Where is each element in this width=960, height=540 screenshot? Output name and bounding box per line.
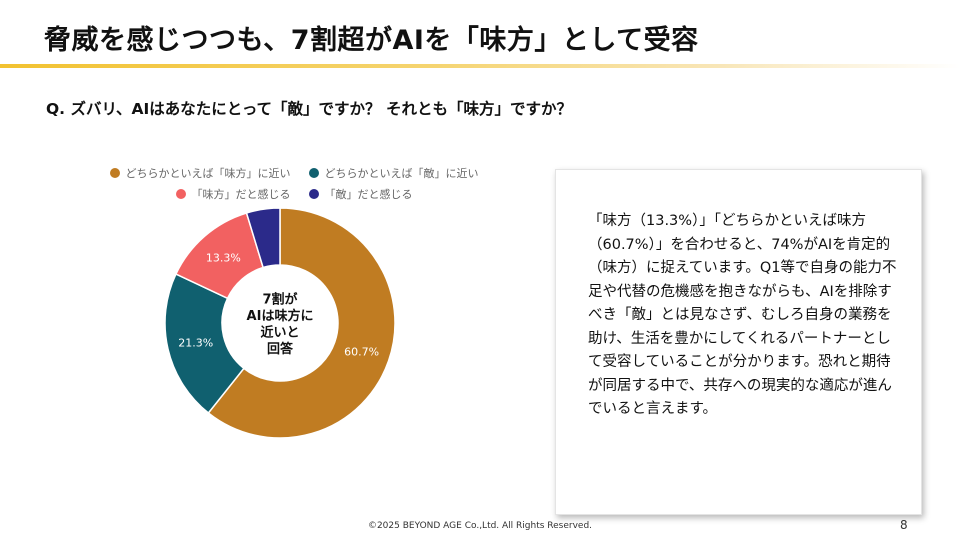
donut-slice <box>245 207 281 269</box>
donut-center-label: 回答 <box>267 341 294 357</box>
legend-swatch <box>308 168 319 178</box>
legend-label: 「味方」だと感じる <box>191 188 291 201</box>
legend-item: どちらかといえば「味方」に近い <box>109 165 291 181</box>
legend-swatch <box>109 168 120 178</box>
survey-question: Q. ズバリ、AIはあなたにとって「敵」ですか？ それとも「味方」ですか？ <box>46 100 572 118</box>
legend-label: どちらかといえば「敵」に近い <box>324 167 479 180</box>
slice-data-label: 13.3% <box>206 252 241 265</box>
donut-slice <box>164 273 245 415</box>
title-underline <box>0 64 960 68</box>
legend-label: どちらかといえば「味方」に近い <box>125 167 291 180</box>
legend-row: どちらかといえば「味方」に近い どちらかといえば「敵」に近い <box>98 165 490 181</box>
slide-title: 脅威を感じつつも、7割超がAIを「味方」として受容 <box>44 25 699 56</box>
legend-item: 「敵」だと感じる <box>308 186 413 202</box>
commentary-text: 「味方（13.3%）」「どちらかといえば味方（60.7%）」を合わせると、74%… <box>588 213 897 417</box>
donut-slice <box>207 207 396 439</box>
donut-center-label: 7割が <box>262 291 297 307</box>
commentary-box: 「味方（13.3%）」「どちらかといえば味方（60.7%）」を合わせると、74%… <box>555 169 922 515</box>
legend-row: 「味方」だと感じる 「敵」だと感じる <box>98 186 490 202</box>
donut-center-label: AIは味方に <box>247 308 314 324</box>
legend-item: 「味方」だと感じる <box>175 186 291 202</box>
copyright-footer: ©2025 BEYOND AGE Co.,Ltd. All Rights Res… <box>367 521 593 531</box>
slice-data-label: 60.7% <box>344 346 379 359</box>
legend-swatch <box>175 189 186 199</box>
legend-label: 「敵」だと感じる <box>324 188 413 201</box>
donut-center-label: 近いと <box>260 324 299 340</box>
slice-data-label: 21.3% <box>178 337 213 350</box>
legend-item: どちらかといえば「敵」に近い <box>308 165 479 181</box>
page-number: 8 <box>900 518 908 532</box>
legend-swatch <box>308 189 319 199</box>
chart-legend: どちらかといえば「味方」に近い どちらかといえば「敵」に近い 「味方」だと感じる… <box>98 165 490 207</box>
